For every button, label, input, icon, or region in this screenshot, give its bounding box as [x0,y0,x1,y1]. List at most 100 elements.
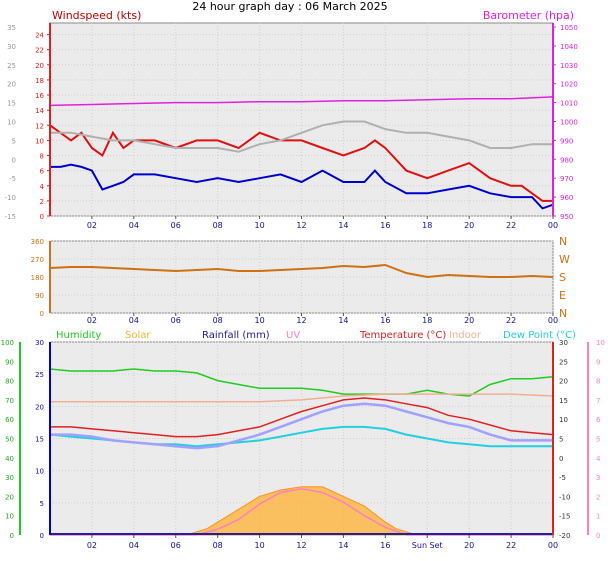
temp-xtick-label: 02 [87,541,97,550]
wind-xtick-label: 04 [129,221,139,230]
humidity-ytick-label: 90 [5,358,14,366]
outer-ytick-label: 20 [7,81,16,89]
baro-axis-label: Barometer (hpa) [483,9,574,22]
outer-ytick-label: 10 [7,119,16,127]
humidity-ytick-label: 10 [5,513,14,521]
legend-entry: Dew Point (°C) [503,330,576,341]
humidity-ytick-label: 80 [5,378,14,386]
windavg-line [50,163,554,210]
direction-ytick-label: 0 [40,310,44,318]
temp-ytick-label: -15 [559,513,570,521]
grey-line [50,120,553,153]
outer-ytick-label: -10 [5,194,16,202]
temp-xtick-label: 20 [464,541,474,550]
temp-legend: Humidity Solar Rainfall (mm) UV Temperature … [56,330,576,341]
outer-ytick-label: 5 [12,137,16,145]
rain-ytick-label: 10 [35,468,44,476]
humidity-ytick-label: 60 [5,416,14,424]
uv-ytick-label: 1 [596,513,600,521]
humidity-ytick-label: 30 [5,474,14,482]
baro-ytick-label: 990 [560,137,573,145]
temp-ytick-label: -5 [559,474,566,482]
wind-axis-label: Windspeed (kts) [52,9,141,22]
temp-ytick-label: -10 [559,493,570,501]
humidity-ytick-label: 100 [1,339,14,347]
temp-ytick-label: 15 [559,397,568,405]
baro-ytick-label: 1040 [560,43,578,51]
direction-xtick-label: 18 [422,316,432,325]
baro-ytick-label: 950 [560,213,573,221]
wind-axis-ticks: 024681012141618202224-15-10-505101520253… [5,23,578,230]
compass-label: N [559,235,567,248]
baro-ytick-label: 1010 [560,100,578,108]
wind-ytick-label: 10 [35,137,44,145]
barometer-line [49,96,554,107]
wind-ytick-label: 12 [35,122,44,130]
direction-ytick-label: 270 [31,256,44,264]
wind-xtick-label: 18 [422,221,432,230]
direction-xtick-label: 14 [338,316,348,325]
direction-line [49,263,554,279]
baro-ytick-label: 970 [560,175,573,183]
wind-ytick-label: 20 [35,62,44,70]
temp-ytick-label: -20 [559,532,570,540]
direction-ytick-label: 90 [35,292,44,300]
indoor-line [50,393,554,403]
temp-xtick-label: 06 [171,541,181,550]
legend-entry: Humidity [56,330,101,341]
rain-ytick-label: 15 [35,436,44,444]
wind-xtick-label: 06 [171,221,181,230]
wind-ytick-label: 18 [35,77,44,85]
humidity-line [49,368,554,397]
wind-ytick-label: 16 [35,92,44,100]
uv-ytick-label: 0 [596,532,600,540]
temp-xtick-label: 08 [213,541,223,550]
rain-ytick-label: 5 [40,500,44,508]
temp-ytick-label: 30 [559,339,568,347]
wind-ytick-label: 6 [40,168,45,176]
baro-ytick-label: 1000 [560,119,578,127]
direction-ytick-label: 180 [31,274,44,282]
direction-xtick-label: 10 [254,316,264,325]
wind-xtick-label: 10 [254,221,264,230]
uv-ytick-label: 3 [596,474,600,482]
wind-ytick-label: 4 [40,183,45,191]
temp-ytick-label: 0 [559,455,563,463]
baro-ytick-label: 1050 [560,24,578,32]
rain-ytick-label: 30 [35,339,44,347]
uv-ytick-label: 2 [596,493,600,501]
baro-ytick-label: 1030 [560,62,578,70]
rain-ytick-label: 25 [35,371,44,379]
temperature-line [50,397,554,438]
wind-ytick-label: 14 [35,107,44,115]
outer-ytick-label: 35 [7,24,16,32]
rain-ytick-label: 0 [40,532,44,540]
outer-ytick-label: 0 [12,156,16,164]
wind-gridlines [50,23,554,217]
outer-ytick-label: 15 [7,100,16,108]
rain-ytick-label: 20 [35,403,44,411]
direction-xtick-label: 08 [213,316,223,325]
temp-ytick-label: 10 [559,416,568,424]
temp-xtick-label: Sun Set [412,541,443,550]
compass-label: E [559,289,566,302]
direction-xtick-label: 16 [380,316,390,325]
legend-entry: UV [286,330,300,341]
compass-label: W [559,253,570,266]
wind-xtick-label: 08 [213,221,223,230]
wind-ytick-label: 2 [40,198,44,206]
baro-ytick-label: 980 [560,156,573,164]
humidity-ytick-label: 40 [5,455,14,463]
direction-ytick-label: 360 [31,238,44,246]
temp-series [49,368,554,536]
wind-xtick-label: 20 [464,221,474,230]
outer-ytick-label: -5 [9,175,16,183]
wind-ytick-label: 8 [40,153,44,161]
uv-ytick-label: 6 [596,416,601,424]
outer-ytick-label: -15 [5,213,16,221]
wind-ytick-label: 22 [35,47,44,55]
wind-xtick-label: 02 [87,221,97,230]
direction-xtick-label: 02 [87,316,97,325]
uv-line [50,487,553,536]
